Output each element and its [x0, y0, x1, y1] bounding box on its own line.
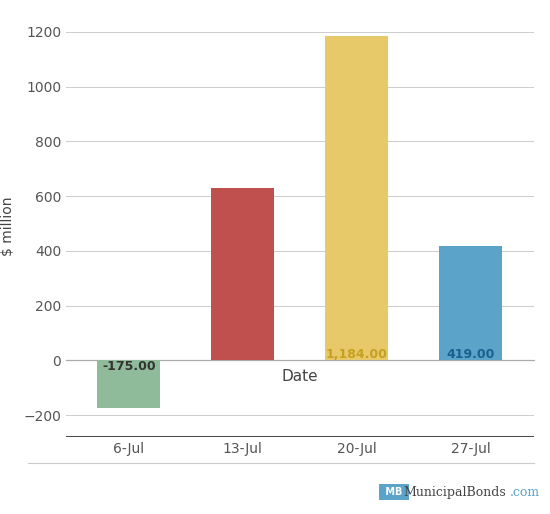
Bar: [326, 36, 388, 360]
Text: 13-Jul: 13-Jul: [223, 442, 263, 456]
Text: 628.00: 628.00: [218, 348, 267, 361]
X-axis label: Date: Date: [282, 369, 318, 383]
Text: -175.00: -175.00: [102, 360, 156, 373]
Text: 419.00: 419.00: [447, 348, 495, 361]
Text: 1,184.00: 1,184.00: [326, 348, 388, 361]
Y-axis label: $ million: $ million: [1, 196, 15, 256]
Text: .com: .com: [510, 486, 540, 499]
Text: MunicipalBonds: MunicipalBonds: [404, 486, 507, 499]
Bar: [97, 360, 160, 408]
Text: 6-Jul: 6-Jul: [113, 442, 144, 456]
Text: MB: MB: [382, 487, 406, 498]
Text: 27-Jul: 27-Jul: [451, 442, 491, 456]
Bar: [439, 246, 502, 360]
Text: 20-Jul: 20-Jul: [337, 442, 377, 456]
Bar: [211, 189, 274, 360]
